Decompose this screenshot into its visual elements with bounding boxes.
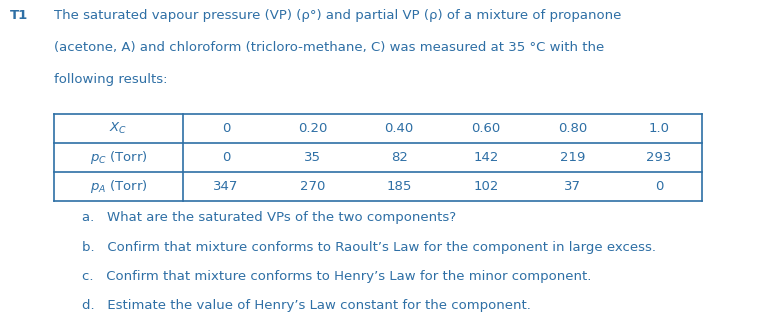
Text: The saturated vapour pressure (VP) (ρ°) and partial VP (ρ) of a mixture of propa: The saturated vapour pressure (VP) (ρ°) … <box>54 9 622 22</box>
Text: (acetone, A) and chloroform (tricloro-methane, C) was measured at 35 °C with the: (acetone, A) and chloroform (tricloro-me… <box>54 41 604 54</box>
Text: c.   Confirm that mixture conforms to Henry’s Law for the minor component.: c. Confirm that mixture conforms to Henr… <box>82 270 592 283</box>
Text: 37: 37 <box>564 180 581 193</box>
Text: 0: 0 <box>222 151 230 164</box>
Text: 347: 347 <box>214 180 239 193</box>
Text: 1.0: 1.0 <box>648 122 670 135</box>
Text: 0.60: 0.60 <box>471 122 500 135</box>
Text: 35: 35 <box>304 151 321 164</box>
Text: 219: 219 <box>560 151 585 164</box>
Text: 0: 0 <box>655 180 663 193</box>
Text: following results:: following results: <box>54 73 168 86</box>
Text: $p_C$ (Torr): $p_C$ (Torr) <box>90 149 147 166</box>
Text: b.   Confirm that mixture conforms to Raoult’s Law for the component in large ex: b. Confirm that mixture conforms to Raou… <box>82 241 657 254</box>
Text: d.   Estimate the value of Henry’s Law constant for the component.: d. Estimate the value of Henry’s Law con… <box>82 299 531 312</box>
Text: 185: 185 <box>387 180 412 193</box>
Text: 142: 142 <box>473 151 499 164</box>
Text: T1: T1 <box>10 9 28 22</box>
Text: $p_A$ (Torr): $p_A$ (Torr) <box>90 178 147 195</box>
Text: $X_C$: $X_C$ <box>109 121 128 136</box>
Text: 293: 293 <box>646 151 672 164</box>
Text: 0.20: 0.20 <box>298 122 328 135</box>
Text: 0.40: 0.40 <box>385 122 414 135</box>
Text: a.   What are the saturated VPs of the two components?: a. What are the saturated VPs of the two… <box>82 211 457 224</box>
Text: 0.80: 0.80 <box>558 122 587 135</box>
Text: 82: 82 <box>391 151 407 164</box>
Text: 270: 270 <box>300 180 325 193</box>
Text: 102: 102 <box>473 180 499 193</box>
Text: 0: 0 <box>222 122 230 135</box>
